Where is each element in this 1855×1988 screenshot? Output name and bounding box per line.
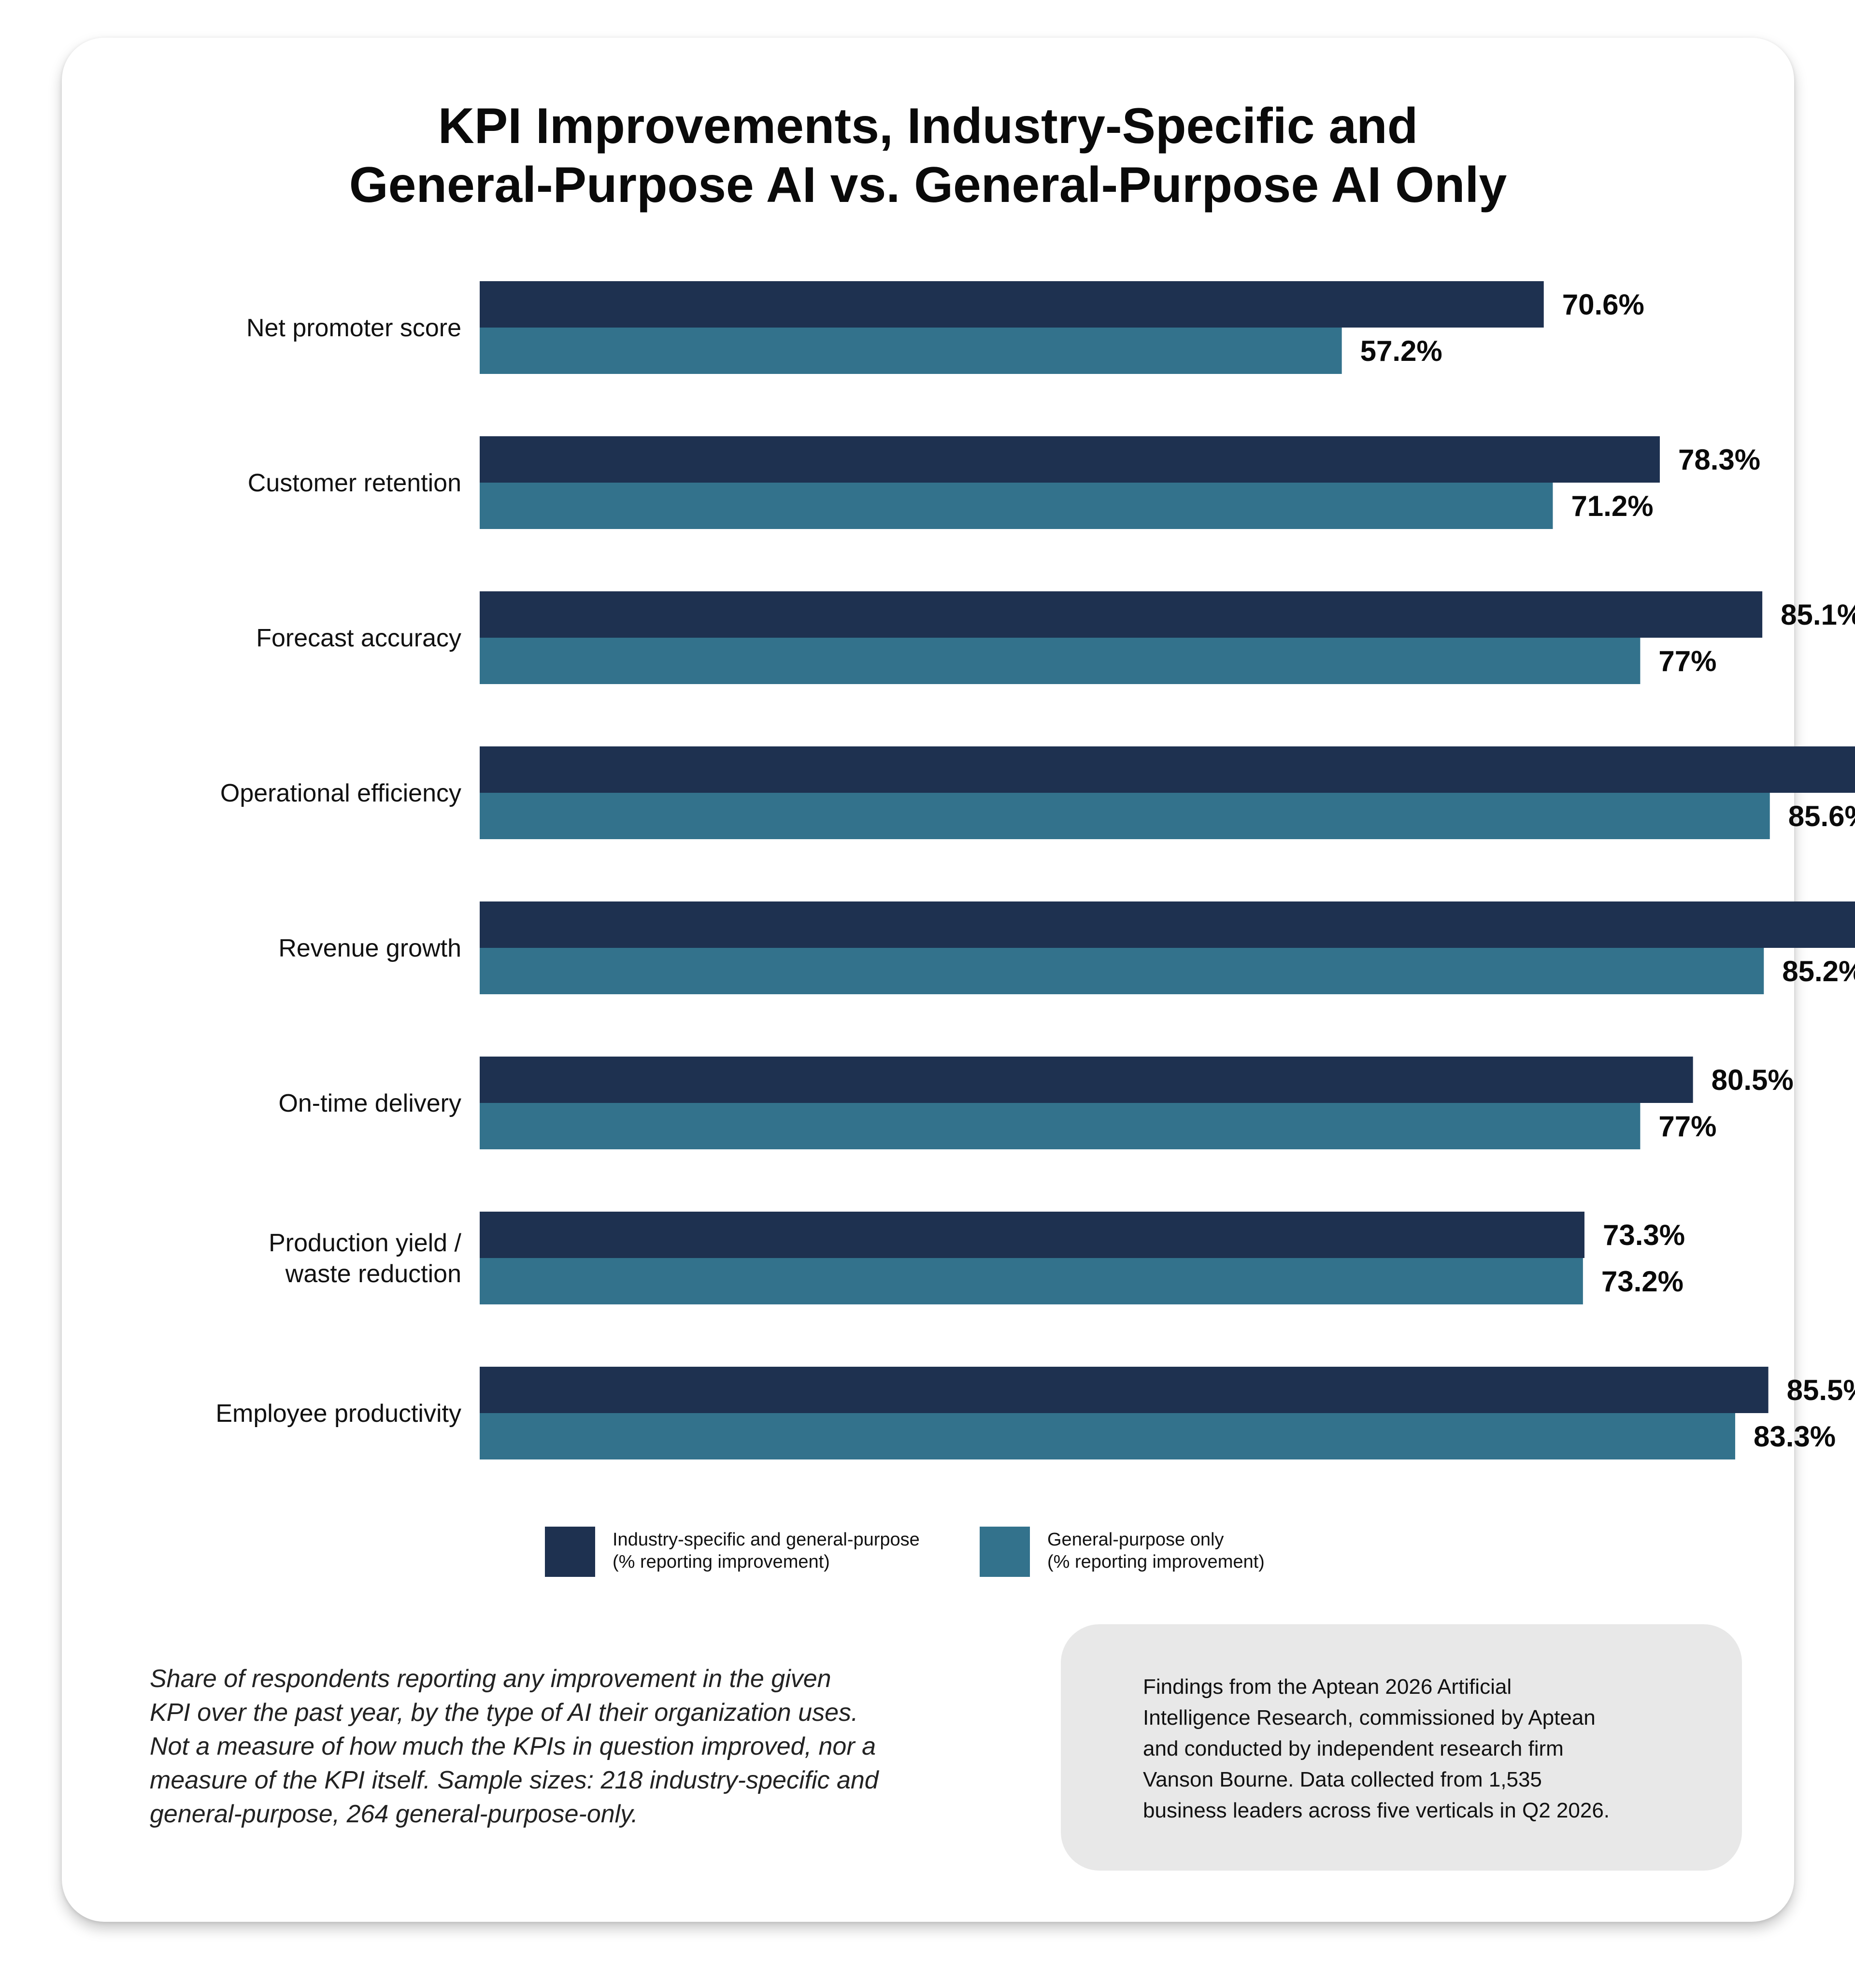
bar-group: 80.5% 77% On-time delivery bbox=[278, 1057, 1794, 1149]
bar-chart: 70.6% 57.2% Net promoter score 78.3% 71.2% Cu… bbox=[215, 281, 1855, 1459]
category-label: Operational efficiency bbox=[220, 779, 461, 807]
source-note-box: Findings from the Aptean 2026 Artificial… bbox=[1061, 1624, 1742, 1871]
bar-industry-specific bbox=[480, 1367, 1769, 1413]
bar-general-purpose bbox=[480, 1258, 1583, 1304]
value-label: 80.5% bbox=[1712, 1064, 1794, 1096]
bar-group: 85.1% 77% Forecast accuracy bbox=[256, 591, 1855, 684]
bar-industry-specific bbox=[480, 281, 1544, 328]
category-label: Customer retention bbox=[248, 469, 461, 497]
category-label: waste reduction bbox=[285, 1260, 461, 1288]
chart-title-line: KPI Improvements, Industry-Specific and bbox=[438, 98, 1418, 154]
bar-general-purpose bbox=[480, 793, 1770, 839]
value-label: 78.3% bbox=[1678, 443, 1760, 476]
source-line: and conducted by independent research fi… bbox=[1143, 1737, 1564, 1760]
bar-industry-specific bbox=[480, 591, 1763, 638]
source-line: business leaders across five verticals i… bbox=[1143, 1799, 1610, 1822]
category-label: Production yield / bbox=[269, 1229, 461, 1257]
legend-label: Industry-specific and general-purpose (%… bbox=[613, 1529, 922, 1573]
value-label: 57.2% bbox=[1360, 335, 1442, 367]
source-note: Findings from the Aptean 2026 Artificial… bbox=[1143, 1672, 1723, 1826]
footnote-line: Share of respondents reporting any impro… bbox=[150, 1665, 831, 1693]
value-label: 71.2% bbox=[1571, 490, 1653, 522]
value-label: 85.5% bbox=[1787, 1374, 1855, 1406]
bar-group: 92.3%85.6%Operational efficiency bbox=[220, 746, 1855, 839]
value-label: 77% bbox=[1658, 1110, 1716, 1143]
legend-label-line: General-purpose only bbox=[1047, 1530, 1224, 1550]
bar-general-purpose bbox=[480, 328, 1342, 374]
value-label: 70.6% bbox=[1562, 288, 1644, 321]
footnote-line: Not a measure of how much the KPIs in qu… bbox=[150, 1732, 876, 1760]
methodology-footnote: Share of respondents reporting any impro… bbox=[150, 1662, 971, 1831]
bar-industry-specific bbox=[480, 436, 1660, 483]
bar-general-purpose bbox=[480, 1413, 1735, 1459]
value-label: 73.3% bbox=[1603, 1219, 1685, 1251]
bar-group: 73.3% 73.2% Production yield / waste reduct… bbox=[269, 1212, 1685, 1304]
bar-group: 70.6% 57.2% Net promoter score bbox=[246, 281, 1644, 374]
source-line: Vanson Bourne. Data collected from 1,535 bbox=[1143, 1768, 1542, 1791]
legend-label-line: (% reporting improvement) bbox=[613, 1552, 830, 1572]
bar-general-purpose bbox=[480, 948, 1764, 994]
bar-general-purpose bbox=[480, 1103, 1641, 1149]
bar-general-purpose bbox=[480, 483, 1553, 529]
value-label: 83.3% bbox=[1754, 1420, 1836, 1453]
category-label: Net promoter score bbox=[246, 314, 461, 342]
value-label: 85.6% bbox=[1788, 800, 1855, 832]
footnote-line: measure of the KPI itself. Sample sizes:… bbox=[150, 1766, 879, 1794]
value-label: 77% bbox=[1658, 645, 1716, 677]
category-label: Revenue growth bbox=[278, 934, 461, 962]
category-label: On-time delivery bbox=[278, 1089, 461, 1117]
footnote-line: general-purpose, 264 general-purpose-onl… bbox=[150, 1800, 638, 1828]
bar-industry-specific bbox=[480, 1057, 1693, 1103]
bar-industry-specific bbox=[480, 746, 1855, 793]
bar-group: 91.9%85.2%Revenue growth bbox=[278, 901, 1855, 994]
footnote-line: KPI over the past year, by the type of A… bbox=[150, 1699, 858, 1727]
bar-industry-specific bbox=[480, 901, 1855, 948]
chart-title: KPI Improvements, Industry-Specific and … bbox=[62, 97, 1794, 215]
bar-industry-specific bbox=[480, 1212, 1584, 1258]
legend-label-line: Industry-specific and general-purpose bbox=[613, 1530, 920, 1550]
bar-group: 78.3% 71.2% Customer retention bbox=[248, 436, 1760, 529]
bar-group: 85.5% 83.3% Employee productivity bbox=[215, 1367, 1855, 1459]
chart-title-line: General-Purpose AI vs. General-Purpose A… bbox=[349, 157, 1507, 213]
legend-swatch bbox=[545, 1527, 595, 1577]
category-label: Forecast accuracy bbox=[256, 624, 461, 652]
value-label: 85.1% bbox=[1781, 599, 1855, 631]
legend-label: General-purpose only (% reporting improv… bbox=[1047, 1529, 1356, 1573]
source-line: Findings from the Aptean 2026 Artificial bbox=[1143, 1675, 1512, 1699]
value-label: 73.2% bbox=[1601, 1265, 1684, 1298]
legend-label-line: (% reporting improvement) bbox=[1047, 1552, 1265, 1572]
category-label: Employee productivity bbox=[215, 1400, 461, 1428]
bar-general-purpose bbox=[480, 638, 1641, 684]
source-line: Intelligence Research, commissioned by A… bbox=[1143, 1706, 1596, 1730]
value-label: 85.2% bbox=[1782, 955, 1855, 987]
legend-swatch bbox=[980, 1527, 1030, 1577]
